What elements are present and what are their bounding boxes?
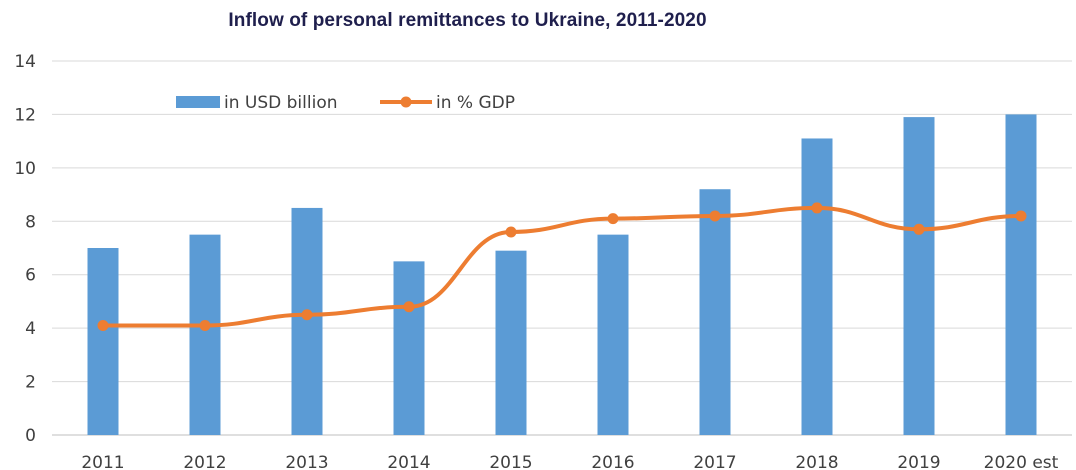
bar-2017 (699, 189, 731, 435)
bar-2014 (393, 261, 425, 435)
x-tick-label-2017: 2017 (693, 453, 736, 470)
y-axis-ticks: 0 2 4 6 8 10 12 14 (14, 52, 36, 446)
chart-title: Inflow of personal remittances to Ukrain… (228, 10, 707, 31)
line-point-2017 (709, 210, 721, 222)
y-tick-label-6: 6 (25, 266, 36, 286)
legend-label-gdp: in % GDP (436, 93, 515, 113)
line-point-2016 (607, 213, 619, 225)
line-point-2018 (811, 202, 823, 214)
bar-2019 (903, 117, 935, 435)
legend-swatch-marker-gdp (400, 96, 412, 108)
x-tick-label-2018: 2018 (795, 453, 838, 470)
line-path-gdp-share (101, 205, 1023, 328)
x-tick-label-2011: 2011 (81, 453, 124, 470)
x-tick-label-2012: 2012 (183, 453, 226, 470)
line-point-2011 (97, 319, 109, 331)
legend: in USD billion in % GDP (176, 93, 515, 113)
y-tick-label-0: 0 (25, 426, 36, 446)
x-tick-label-2014: 2014 (387, 453, 430, 470)
y-tick-label-12: 12 (14, 105, 36, 125)
y-tick-label-2: 2 (25, 373, 36, 393)
y-tick-label-4: 4 (25, 319, 36, 339)
x-axis-ticks: 2011 2012 2013 2014 2015 2016 2017 2018 2019 2020… (81, 453, 1058, 470)
bar-2016 (597, 234, 629, 435)
bar-2015 (495, 250, 527, 435)
line-series (97, 202, 1027, 331)
line-point-2020-est (1015, 210, 1027, 222)
bar-2018 (801, 138, 833, 435)
line-point-2015 (505, 226, 517, 238)
bar-2012 (189, 234, 221, 435)
x-tick-label-2016: 2016 (591, 453, 634, 470)
y-tick-label-8: 8 (25, 212, 36, 232)
x-tick-label-2020-est: 2020 est (984, 453, 1059, 470)
line-point-2014 (403, 301, 415, 313)
line-point-2019 (913, 223, 925, 235)
bar-2013 (291, 207, 323, 435)
bar-2011 (87, 248, 119, 435)
line-point-2013 (301, 309, 313, 321)
y-tick-label-14: 14 (14, 52, 36, 72)
x-tick-label-2015: 2015 (489, 453, 532, 470)
gridlines (52, 60, 1072, 436)
line-point-2012 (199, 319, 211, 331)
bar-series (87, 114, 1037, 435)
y-tick-label-10: 10 (14, 159, 36, 179)
bar-2020-est (1005, 114, 1037, 435)
legend-label-usd: in USD billion (224, 93, 338, 113)
x-tick-label-2013: 2013 (285, 453, 328, 470)
legend-swatch-usd (176, 96, 220, 108)
x-tick-label-2019: 2019 (897, 453, 940, 470)
